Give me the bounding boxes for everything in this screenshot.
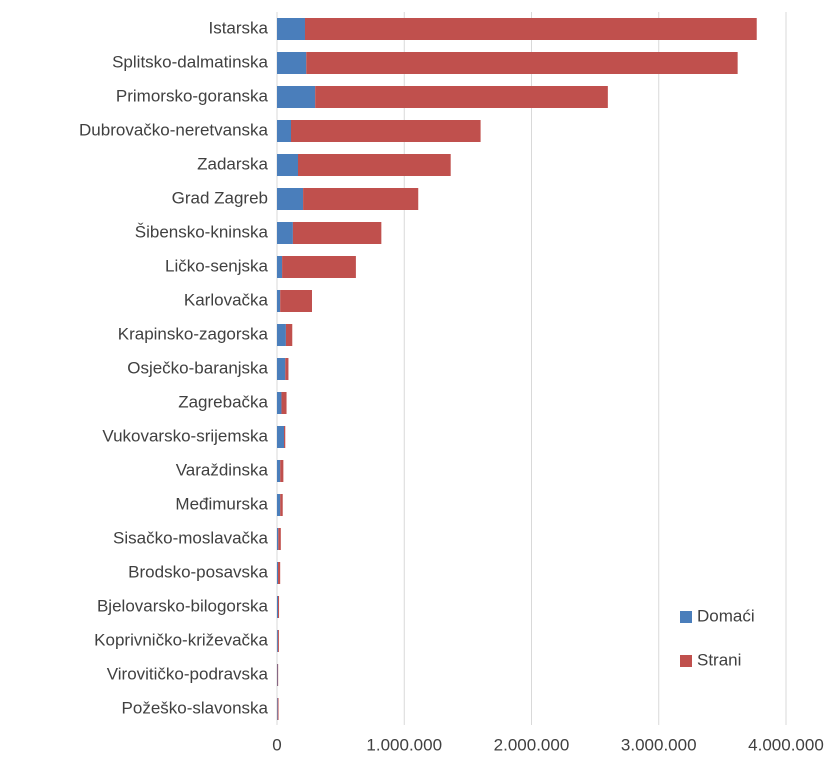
- y-tick-label: Primorsko-goranska: [116, 86, 269, 105]
- bar-segment: [282, 256, 356, 278]
- y-tick-label: Brodsko-posavska: [128, 562, 268, 581]
- legend-label: Strani: [697, 650, 741, 669]
- y-tick-label: Bjelovarsko-bilogorska: [97, 596, 269, 615]
- legend-swatch: [680, 611, 692, 623]
- bar-segment: [281, 392, 287, 414]
- y-tick-label: Istarska: [208, 18, 268, 37]
- y-tick-label: Grad Zagreb: [172, 188, 268, 207]
- legend-swatch: [680, 655, 692, 667]
- y-tick-label: Zagrebačka: [178, 392, 268, 411]
- bar-segment: [277, 324, 286, 346]
- x-tick-label: 0: [272, 735, 281, 754]
- bar-segment: [277, 52, 307, 74]
- bar-segment: [280, 460, 284, 482]
- x-tick-label: 3.000.000: [621, 735, 697, 754]
- bar-segment: [277, 562, 279, 584]
- legend-label: Domaći: [697, 606, 755, 625]
- bar-segment: [280, 290, 312, 312]
- y-tick-label: Požeško-slavonska: [122, 698, 269, 717]
- bar-segment: [283, 426, 286, 448]
- bar-segment: [277, 358, 286, 380]
- bar-segment: [277, 664, 279, 686]
- bar-segment: [277, 698, 279, 720]
- bar-segment: [277, 120, 291, 142]
- y-tick-label: Dubrovačko-neretvanska: [79, 120, 269, 139]
- bar-segment: [277, 86, 316, 108]
- y-tick-label: Vukovarsko-srijemska: [102, 426, 268, 445]
- y-tick-label: Međimurska: [175, 494, 268, 513]
- bar-segment: [277, 222, 293, 244]
- bar-segment: [277, 630, 279, 652]
- x-tick-label: 1.000.000: [366, 735, 442, 754]
- bar-segment: [277, 528, 279, 550]
- bar-segment: [277, 392, 282, 414]
- y-tick-label: Zadarska: [197, 154, 268, 173]
- bar-segment: [315, 86, 608, 108]
- bar-segment: [277, 18, 305, 40]
- bar-segment: [277, 664, 278, 686]
- bar-segment: [306, 52, 738, 74]
- y-tick-label: Krapinsko-zagorska: [118, 324, 269, 343]
- bar-segment: [278, 528, 281, 550]
- bar-segment: [277, 426, 284, 448]
- bar-segment: [285, 324, 293, 346]
- bar-segment: [277, 256, 283, 278]
- y-tick-label: Osječko-baranjska: [127, 358, 268, 377]
- bar-segment: [280, 494, 283, 516]
- bar-segment: [303, 188, 419, 210]
- bar-segment: [297, 154, 451, 176]
- y-tick-label: Splitsko-dalmatinska: [112, 52, 268, 71]
- y-tick-label: Ličko-senjska: [165, 256, 269, 275]
- y-tick-label: Varaždinska: [176, 460, 269, 479]
- bar-segment: [277, 154, 298, 176]
- bar-segment: [277, 596, 279, 618]
- y-tick-label: Šibensko-kninska: [135, 222, 269, 241]
- bar-segment: [285, 358, 289, 380]
- y-tick-label: Karlovačka: [184, 290, 269, 309]
- bar-segment: [292, 222, 382, 244]
- y-tick-label: Sisačko-moslavačka: [113, 528, 268, 547]
- bar-segment: [277, 290, 281, 312]
- y-tick-label: Virovitičko-podravska: [107, 664, 269, 683]
- bar-segment: [304, 18, 757, 40]
- bar-segment: [278, 596, 280, 618]
- x-tick-label: 4.000.000: [748, 735, 824, 754]
- y-tick-label: Koprivničko-križevačka: [94, 630, 268, 649]
- bar-segment: [278, 562, 281, 584]
- bar-segment: [277, 630, 278, 652]
- bar-segment: [290, 120, 481, 142]
- bar-segment: [277, 698, 278, 720]
- bar-segment: [277, 494, 281, 516]
- x-tick-label: 2.000.000: [494, 735, 570, 754]
- bar-segment: [277, 188, 304, 210]
- bar-segment: [277, 460, 281, 482]
